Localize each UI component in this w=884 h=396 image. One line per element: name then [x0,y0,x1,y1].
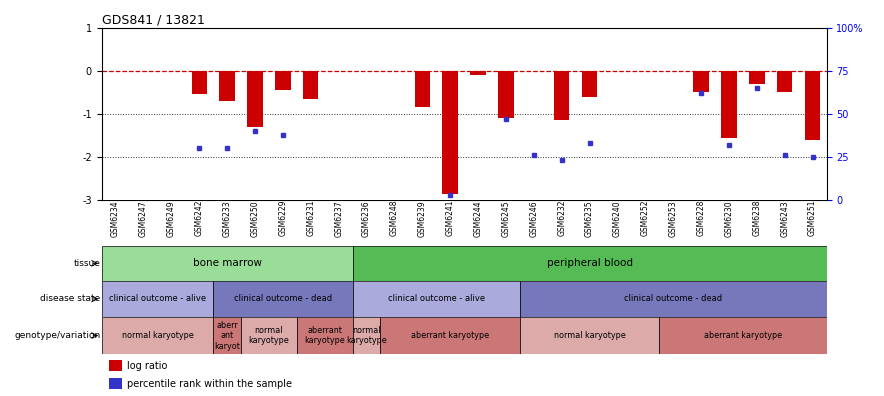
Text: normal karyotype: normal karyotype [121,331,194,340]
Bar [213,281,353,317]
Text: GSM6231: GSM6231 [306,200,316,236]
Text: GSM6251: GSM6251 [808,200,817,236]
Text: clinical outcome - dead: clinical outcome - dead [624,295,722,303]
Text: aberrant karyotype: aberrant karyotype [411,331,489,340]
Text: bone marrow: bone marrow [193,258,262,268]
Text: normal karyotype: normal karyotype [553,331,626,340]
Text: GSM6248: GSM6248 [390,200,399,236]
Bar [380,317,520,354]
Bar [443,71,458,194]
Text: aberrant
karyotype: aberrant karyotype [304,326,345,345]
Bar [353,317,380,354]
Bar [805,71,820,140]
Bar [248,71,263,127]
Text: aberr
ant
karyot: aberr ant karyot [214,321,240,350]
Text: GSM6230: GSM6230 [725,200,734,236]
Text: GSM6241: GSM6241 [446,200,454,236]
Text: GSM6228: GSM6228 [697,200,705,236]
Bar [353,281,520,317]
Bar [353,246,827,281]
Text: GSM6250: GSM6250 [250,200,260,236]
Text: GSM6244: GSM6244 [474,200,483,236]
Bar [582,71,598,97]
Bar [241,317,297,354]
Bar [192,71,207,95]
Bar [499,71,514,118]
Bar [721,71,736,137]
Text: GSM6239: GSM6239 [418,200,427,236]
Text: GSM6235: GSM6235 [585,200,594,236]
Bar [102,246,353,281]
Bar [102,317,213,354]
Text: disease state: disease state [40,295,100,303]
Bar [659,317,827,354]
Text: log ratio: log ratio [127,360,167,371]
Bar [415,71,430,107]
Bar [749,71,765,84]
Bar [520,281,827,317]
Text: GSM6233: GSM6233 [223,200,232,236]
Text: GSM6247: GSM6247 [139,200,148,236]
Text: GSM6238: GSM6238 [752,200,761,236]
Text: GSM6236: GSM6236 [362,200,371,236]
Text: tissue: tissue [73,259,100,268]
Text: normal
karyotype: normal karyotype [347,326,387,345]
Text: clinical outcome - alive: clinical outcome - alive [388,295,484,303]
Bar [275,71,291,90]
Text: GSM6245: GSM6245 [501,200,510,236]
Bar [219,71,235,101]
Bar [777,71,792,92]
Text: GSM6232: GSM6232 [557,200,566,236]
Text: peripheral blood: peripheral blood [546,258,633,268]
Bar [109,378,122,389]
Bar [470,71,485,75]
Text: GSM6249: GSM6249 [167,200,176,236]
Text: GSM6229: GSM6229 [278,200,287,236]
Text: GSM6234: GSM6234 [111,200,120,236]
Text: GSM6252: GSM6252 [641,200,650,236]
Text: normal
karyotype: normal karyotype [248,326,289,345]
Text: percentile rank within the sample: percentile rank within the sample [127,379,292,389]
Bar [109,360,122,371]
Text: genotype/variation: genotype/variation [14,331,100,340]
Bar [554,71,569,120]
Text: aberrant karyotype: aberrant karyotype [704,331,782,340]
Text: GSM6246: GSM6246 [530,200,538,236]
Text: GSM6242: GSM6242 [194,200,203,236]
Text: GSM6243: GSM6243 [781,200,789,236]
Bar [520,317,659,354]
Text: clinical outcome - dead: clinical outcome - dead [233,295,332,303]
Text: GSM6237: GSM6237 [334,200,343,236]
Bar [297,317,353,354]
Text: GSM6240: GSM6240 [613,200,622,236]
Text: clinical outcome - alive: clinical outcome - alive [109,295,206,303]
Text: GDS841 / 13821: GDS841 / 13821 [102,13,204,27]
Bar [102,281,213,317]
Text: GSM6253: GSM6253 [668,200,678,236]
Bar [303,71,318,99]
Bar [693,71,709,92]
Bar [213,317,241,354]
